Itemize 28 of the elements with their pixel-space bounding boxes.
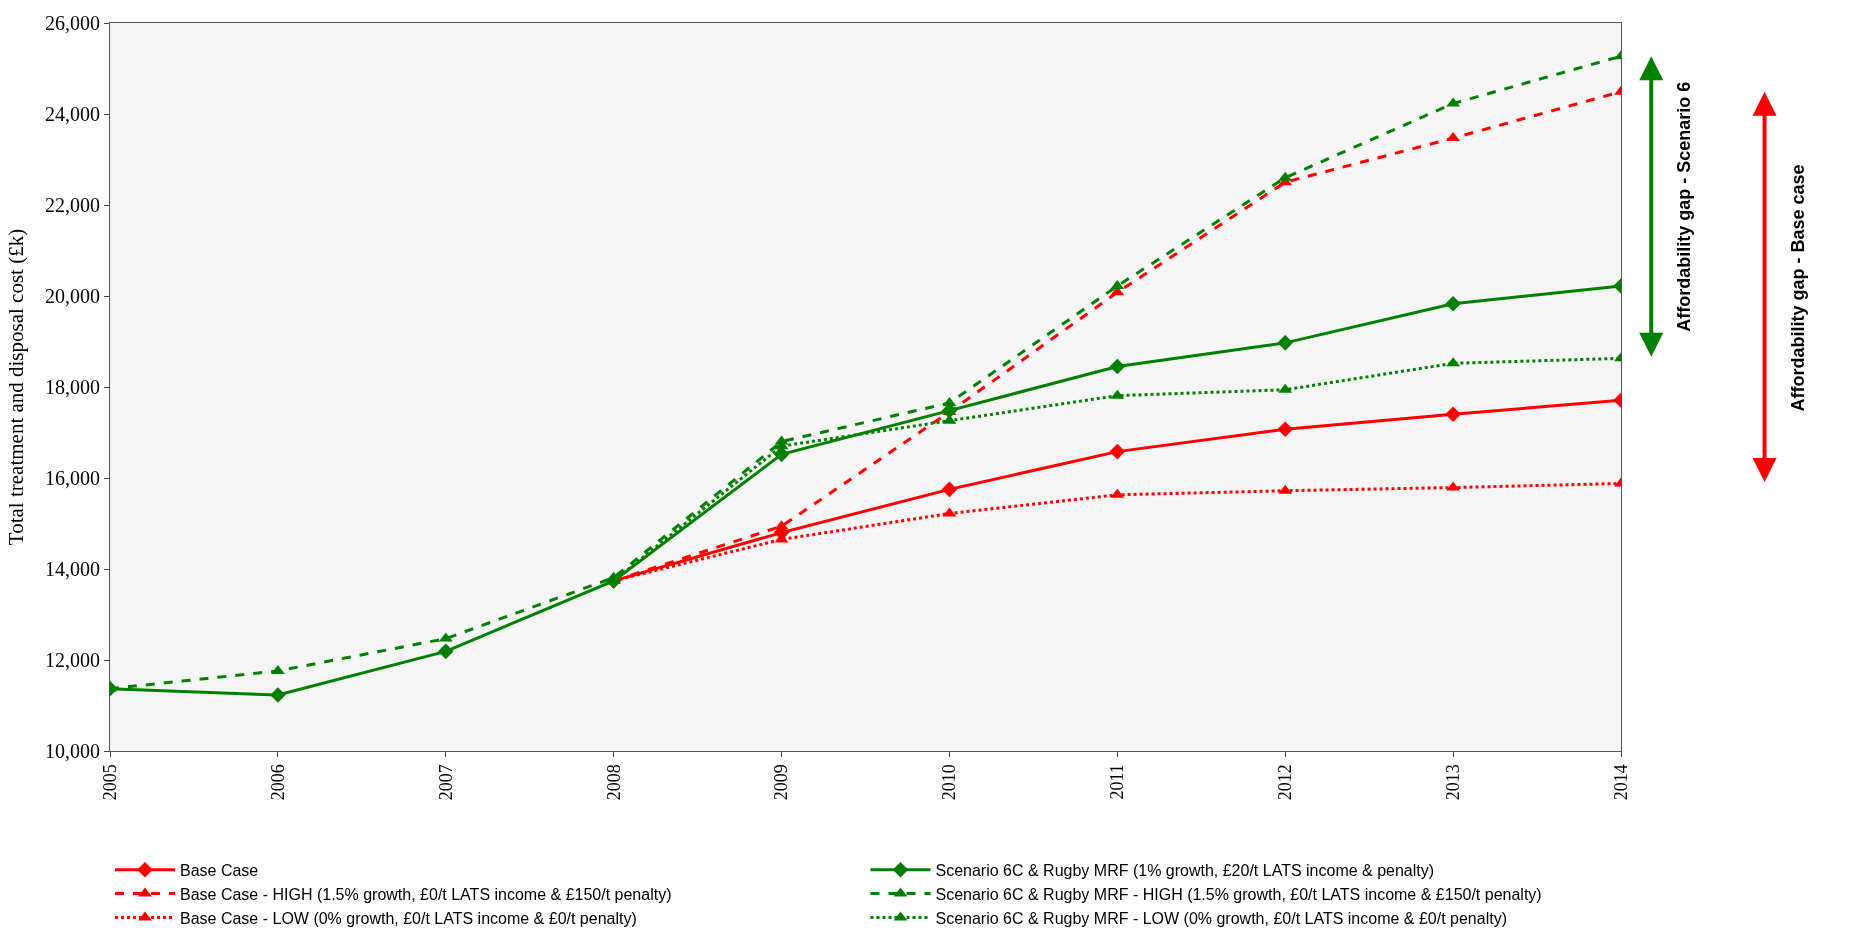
legend-label: Scenario 6C & Rugby MRF - HIGH (1.5% growth, £0/t LATS income & £150/t penalty) xyxy=(935,885,1542,903)
legend-label: Base Case xyxy=(180,862,259,880)
x-tick-label: 2012 xyxy=(1275,764,1296,801)
x-tick-label: 2009 xyxy=(771,764,792,801)
x-tick-label: 2007 xyxy=(435,764,456,801)
y-tick-label: 22,000 xyxy=(45,194,100,216)
legend-label: Base Case - LOW (0% growth, £0/t LATS income & £0/t penalty) xyxy=(180,909,637,927)
y-axis-title: Total treatment and disposal cost (£k) xyxy=(4,228,29,546)
x-tick-label: 2006 xyxy=(267,764,288,801)
x-tick-label: 2011 xyxy=(1107,764,1128,800)
y-tick-label: 20,000 xyxy=(45,285,100,307)
x-tick-label: 2010 xyxy=(939,764,960,801)
x-tick-label: 2005 xyxy=(99,764,120,801)
x-tick-label: 2008 xyxy=(603,764,624,801)
y-tick-label: 12,000 xyxy=(45,649,100,671)
legend-label: Scenario 6C & Rugby MRF - LOW (0% growth, £0/t LATS income & £0/t penalty) xyxy=(935,909,1507,927)
x-tick-label: 2013 xyxy=(1442,764,1463,801)
y-tick-label: 16,000 xyxy=(45,467,100,489)
legend-label: Base Case - HIGH (1.5% growth, £0/t LATS income & £150/t penalty) xyxy=(180,885,672,903)
x-tick-label: 2014 xyxy=(1610,764,1631,801)
y-tick-label: 26,000 xyxy=(45,12,100,34)
y-tick-label: 10,000 xyxy=(45,740,100,762)
legend-label: Scenario 6C & Rugby MRF (1% growth, £20/t LATS income & penalty) xyxy=(935,862,1435,880)
y-tick-label: 18,000 xyxy=(45,376,100,398)
y-tick-label: 24,000 xyxy=(45,103,100,125)
y-tick-label: 14,000 xyxy=(45,558,100,580)
text: Affordability gap - Scenario 6 xyxy=(1674,81,1695,332)
text: Affordability gap - Base case xyxy=(1788,164,1809,412)
